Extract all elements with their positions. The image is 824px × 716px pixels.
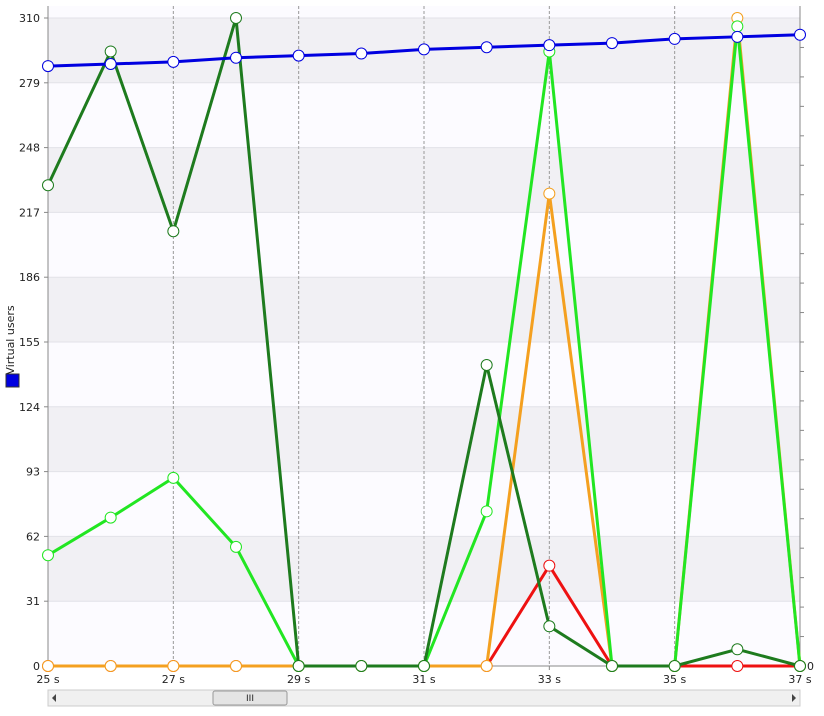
y-axis-label: Virtual users	[4, 305, 17, 374]
y2-tick-label: 0	[807, 660, 814, 673]
data-point	[543, 39, 556, 52]
data-point	[167, 225, 180, 238]
legend-swatch[interactable]	[5, 373, 20, 388]
data-point	[731, 643, 744, 656]
data-point	[167, 471, 180, 484]
data-point	[543, 620, 556, 633]
data-point	[292, 660, 305, 672]
y-tick-label: 124	[19, 401, 40, 414]
data-point	[480, 505, 493, 518]
data-point	[355, 47, 368, 60]
data-point	[668, 660, 681, 672]
data-point	[42, 60, 54, 73]
data-point	[543, 559, 556, 572]
data-point	[230, 12, 242, 24]
data-point	[668, 32, 681, 45]
data-point	[104, 511, 117, 524]
y-tick-label: 279	[19, 77, 40, 90]
data-point	[480, 41, 493, 54]
data-point	[355, 660, 368, 672]
data-point	[230, 51, 242, 64]
x-tick-label: 25 s	[36, 673, 59, 686]
x-tick-label: 35 s	[663, 673, 686, 686]
data-point	[104, 660, 117, 672]
y-tick-label: 186	[19, 271, 40, 284]
data-point	[104, 57, 117, 70]
y-tick-label: 93	[26, 466, 40, 479]
y-tick-label: 31	[26, 595, 40, 608]
data-point	[731, 30, 744, 43]
x-tick-label: 27 s	[162, 673, 185, 686]
data-point	[42, 549, 54, 562]
data-point	[480, 660, 493, 672]
data-point	[42, 660, 54, 672]
data-point	[418, 660, 430, 672]
data-point	[731, 20, 744, 33]
data-point	[731, 660, 744, 672]
x-tick-label: 33 s	[538, 673, 561, 686]
y-tick-label: 310	[19, 12, 40, 25]
x-tick-label: 31 s	[412, 673, 435, 686]
y-tick-label: 0	[33, 660, 40, 673]
data-point	[104, 45, 117, 58]
scrollbar[interactable]: III	[47, 689, 801, 707]
y-tick-label: 62	[26, 530, 40, 543]
data-point	[167, 660, 180, 672]
data-point	[543, 187, 556, 200]
x-tick-label: 37 s	[788, 673, 811, 686]
x-tick-label: 29 s	[287, 673, 310, 686]
data-point	[167, 55, 180, 68]
data-point	[480, 358, 493, 371]
data-point	[230, 660, 242, 672]
y-tick-label: 248	[19, 142, 40, 155]
y-tick-label: 155	[19, 336, 40, 349]
data-point	[292, 49, 305, 62]
data-point	[794, 660, 806, 672]
svg-text:III: III	[246, 694, 254, 704]
y-tick-label: 217	[19, 206, 40, 219]
data-point	[42, 179, 54, 192]
data-point	[794, 28, 806, 41]
data-point	[230, 540, 242, 553]
data-point	[606, 660, 618, 672]
data-point	[606, 37, 618, 50]
data-point	[418, 43, 430, 56]
